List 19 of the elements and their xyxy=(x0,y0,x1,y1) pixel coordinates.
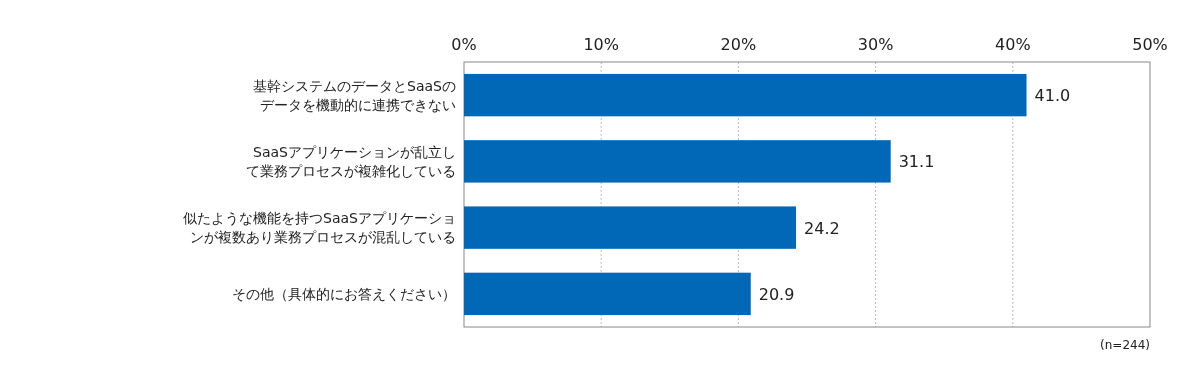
x-tick-label: 10% xyxy=(583,35,619,54)
x-tick-label: 30% xyxy=(857,35,894,54)
bar xyxy=(464,140,891,183)
x-tick-label: 50% xyxy=(1132,35,1168,54)
bar xyxy=(464,206,797,249)
data-label: 31.1 xyxy=(898,152,935,172)
x-tick-label: 40% xyxy=(995,35,1031,54)
y-tick-label: SaaSアプリケーションが乱立して業務プロセスが複雑化している xyxy=(246,143,456,179)
bar xyxy=(464,73,1027,117)
data-label: 24.2 xyxy=(804,218,840,238)
data-label: 41.0 xyxy=(1034,86,1071,106)
data-label: 20.9 xyxy=(758,284,795,304)
x-tick-label: 0% xyxy=(451,35,477,54)
text: (n=244) xyxy=(1100,338,1150,352)
x-tick-label: 20% xyxy=(720,35,757,54)
bar xyxy=(464,272,751,316)
y-tick-label: 基幹システムのデータとSaaSのデータを機動的に連携できない xyxy=(253,77,456,113)
y-tick-label: その他（具体的にお答えください） xyxy=(232,285,456,302)
y-tick-label: 似たような機能を持つSaaSアプリケーションが複数あり業務プロセスが混乱している xyxy=(183,210,456,246)
